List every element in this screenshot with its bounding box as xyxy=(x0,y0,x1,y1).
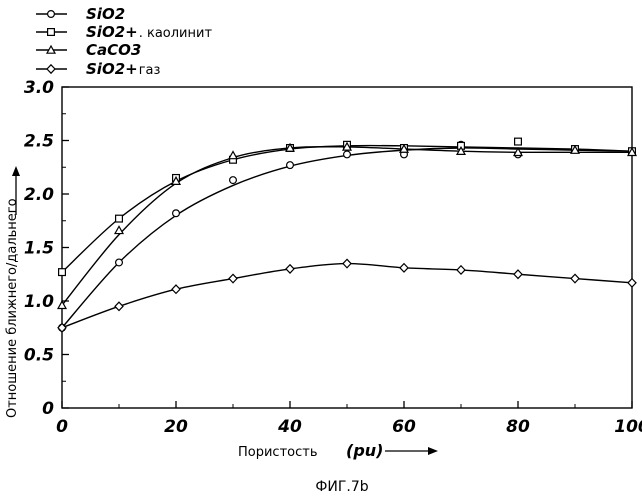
x-tick-label: 0 xyxy=(56,417,68,437)
x-axis-unit: (pu) xyxy=(346,441,383,460)
series-2 xyxy=(57,137,636,277)
legend-suffix: газ xyxy=(139,63,161,78)
y-tick-label: 2.0 xyxy=(24,185,54,205)
data-point xyxy=(570,273,580,284)
x-tick-label: 80 xyxy=(506,417,530,437)
y-axis-title: Отношение ближнего/дальнего xyxy=(5,198,20,418)
data-point xyxy=(170,175,182,185)
data-point xyxy=(398,143,410,153)
legend-marker xyxy=(45,44,57,54)
data-point xyxy=(229,176,238,185)
data-point xyxy=(113,225,125,235)
y-tick-label: 0 xyxy=(42,399,54,419)
legend-suffix: . каолинит xyxy=(139,26,213,41)
legend-marker xyxy=(46,10,55,19)
legend-label: CaCO3 xyxy=(86,41,141,59)
data-point xyxy=(399,262,409,273)
legend-marker xyxy=(46,28,55,37)
labels: 0 0.5 1.0 1.5 2.0 2.5 3.0 0 20 40 60 80 100 Пористост… xyxy=(5,78,642,495)
series-line xyxy=(61,146,632,306)
axes xyxy=(61,86,633,409)
data-point xyxy=(343,150,352,159)
data-point xyxy=(114,301,124,312)
series-1 xyxy=(57,140,636,332)
y-tick-label: 3.0 xyxy=(24,78,54,98)
series-line xyxy=(61,262,633,329)
data-point xyxy=(342,258,352,269)
data-point xyxy=(569,144,581,154)
data-point xyxy=(513,137,522,146)
data-point xyxy=(285,263,295,274)
series-3 xyxy=(56,141,638,310)
data-point xyxy=(172,209,181,218)
legend-marker xyxy=(46,63,56,75)
legend-label: SiO2 xyxy=(86,5,125,23)
data-point xyxy=(341,141,353,151)
data-point xyxy=(57,322,67,333)
data-point xyxy=(456,264,466,276)
plot-frame xyxy=(61,86,633,409)
legend-label: SiO2+ xyxy=(86,23,138,41)
data-point xyxy=(56,300,68,310)
y-tick-label: 1.5 xyxy=(24,239,54,259)
data-point xyxy=(171,284,181,295)
data-point xyxy=(114,214,123,223)
figure-caption: ФИГ.7b xyxy=(315,479,368,495)
legend-entry-2: SiO2+. каолинит xyxy=(36,23,212,41)
series-line xyxy=(61,147,633,329)
data-point xyxy=(227,150,239,160)
x-axis-title: Пористость xyxy=(238,445,318,460)
legend-entry-1: SiO2 xyxy=(36,5,125,23)
data-point xyxy=(284,142,296,152)
data-point xyxy=(57,268,66,277)
series-4 xyxy=(57,258,637,333)
data-point xyxy=(114,258,123,267)
legend-entry-4: SiO2+ газ xyxy=(36,60,160,78)
data-point xyxy=(286,161,295,170)
data-point xyxy=(228,273,238,284)
x-tick-label: 60 xyxy=(392,417,416,437)
legend-entry-3: CaCO3 xyxy=(36,41,141,59)
data-point xyxy=(455,145,467,155)
x-axis-arrow-head xyxy=(428,447,438,455)
data-point xyxy=(627,277,637,288)
data-point xyxy=(512,147,524,157)
y-tick-label: 2.5 xyxy=(24,132,54,152)
x-tick-label: 40 xyxy=(277,417,302,437)
data-point xyxy=(626,147,638,157)
y-tick-label: 0.5 xyxy=(24,346,54,366)
x-tick-label: 20 xyxy=(164,417,188,437)
legend-label: SiO2+ xyxy=(86,60,138,78)
series-group xyxy=(56,137,638,333)
data-point xyxy=(513,269,523,280)
y-tick-label: 1.0 xyxy=(24,292,54,312)
y-axis-arrow-head xyxy=(12,166,20,176)
x-tick-label: 100 xyxy=(614,417,642,437)
series-line xyxy=(61,144,633,273)
